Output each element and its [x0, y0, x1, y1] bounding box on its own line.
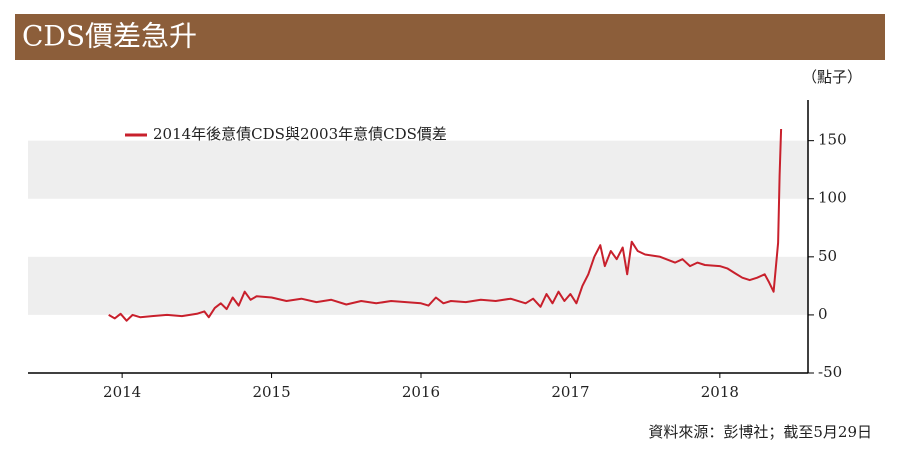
x-tick-label: 2015 — [252, 383, 290, 401]
y-tick-label: 0 — [818, 305, 828, 323]
y-tick-label: -50 — [818, 363, 842, 381]
shade-band — [28, 140, 808, 199]
y-tick-label: 100 — [818, 189, 847, 207]
header-banner — [15, 14, 885, 60]
y-tick-label: 150 — [818, 131, 847, 149]
x-tick-label: 2018 — [701, 383, 739, 401]
source-note: 資料來源：彭博社；截至5月29日 — [648, 423, 872, 441]
x-tick-label: 2017 — [551, 383, 589, 401]
unit-label: （點子） — [802, 68, 862, 86]
x-tick-label: 2016 — [402, 383, 440, 401]
chart-title: CDS價差急升 — [22, 20, 197, 53]
y-tick-label: 50 — [818, 247, 837, 265]
data-line — [108, 128, 783, 322]
shade-band — [28, 256, 808, 315]
x-tick-label: 2014 — [103, 383, 141, 401]
legend-label: 2014年後意債CDS與2003年意債CDS價差 — [153, 125, 447, 143]
